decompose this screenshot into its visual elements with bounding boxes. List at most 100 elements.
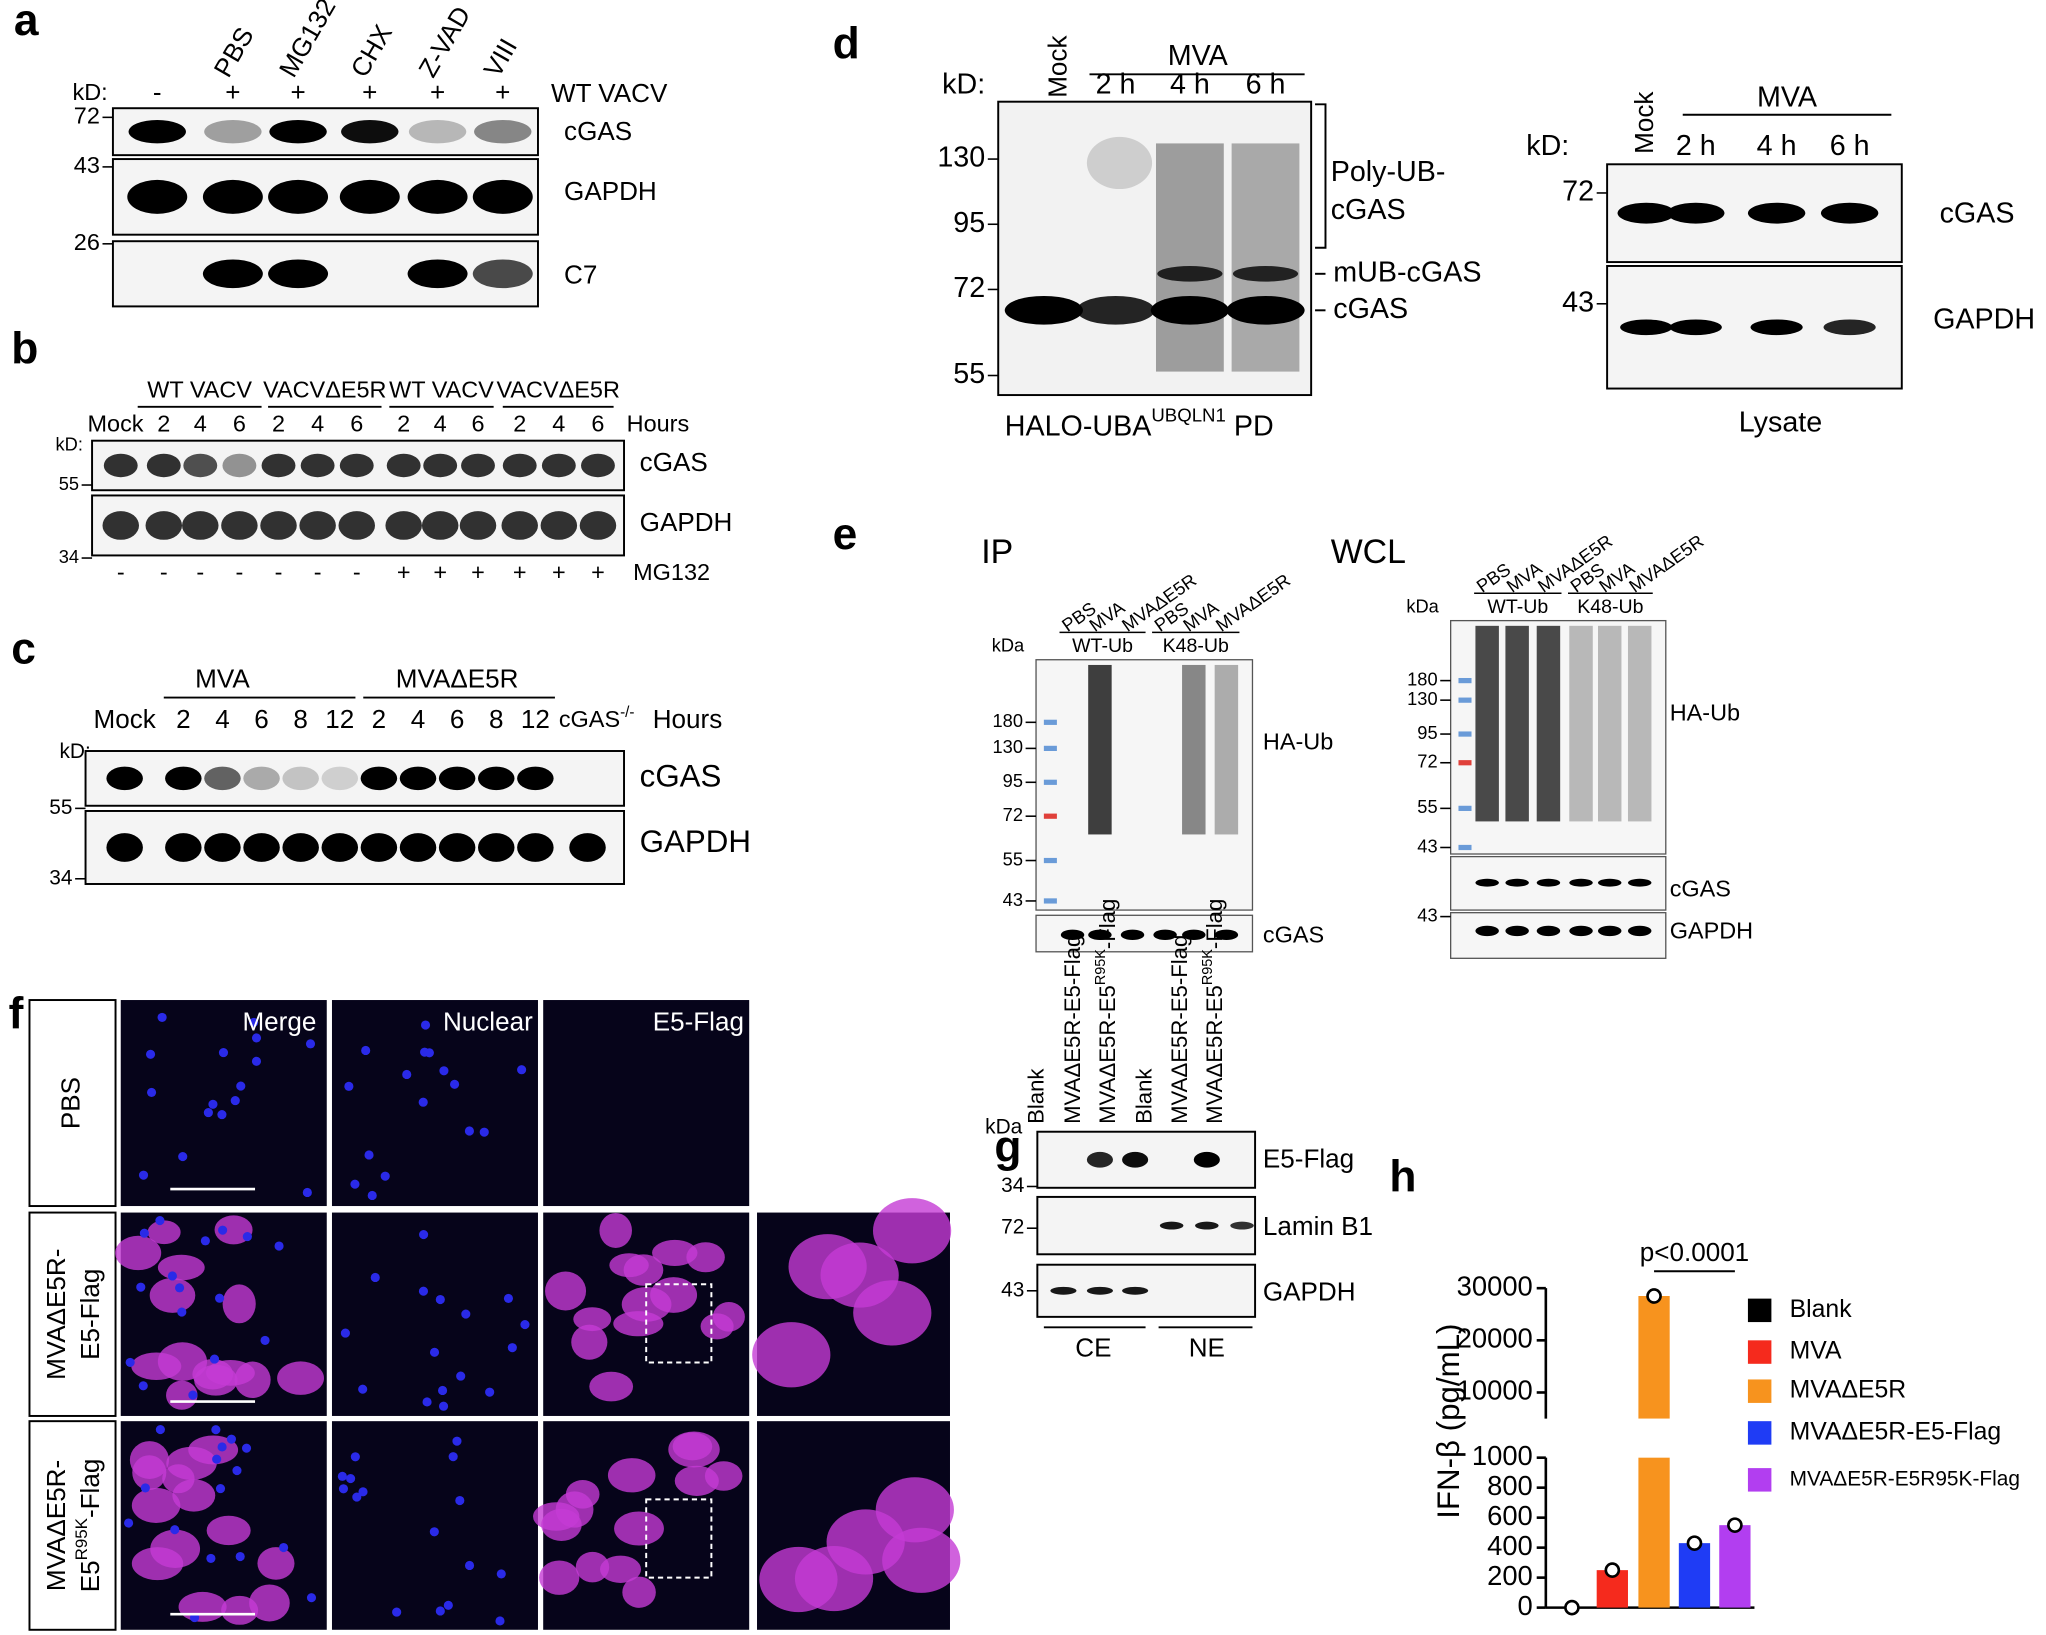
nucleus xyxy=(448,1452,458,1462)
band xyxy=(339,453,374,478)
label: 2 xyxy=(513,410,526,436)
label: MVAΔE5R xyxy=(1625,530,1707,596)
band xyxy=(579,511,617,540)
band xyxy=(1182,929,1206,941)
nucleus xyxy=(155,1215,165,1226)
marker-label: 34 xyxy=(59,546,79,567)
band xyxy=(1475,878,1499,887)
nucleus xyxy=(370,1272,380,1283)
bar xyxy=(1678,1543,1711,1608)
nucleus xyxy=(124,1518,134,1528)
label: GAPDH xyxy=(1670,917,1753,943)
label: 4 xyxy=(311,410,324,436)
lane-label: CHX xyxy=(345,19,398,82)
nucleus xyxy=(350,1452,360,1462)
label: - xyxy=(353,559,361,585)
band xyxy=(321,833,359,862)
band xyxy=(1150,295,1230,325)
band xyxy=(1505,878,1529,887)
nucleus xyxy=(175,1283,185,1293)
cell xyxy=(700,1313,734,1340)
legend-swatch xyxy=(1747,1379,1772,1403)
label: Mock xyxy=(1629,91,1659,154)
label: 8 xyxy=(293,704,308,734)
band xyxy=(1536,925,1561,937)
band xyxy=(221,511,258,540)
point xyxy=(1604,1562,1621,1578)
cell xyxy=(545,1271,587,1311)
label: WT VACV xyxy=(389,376,494,402)
label: C7 xyxy=(564,259,597,289)
nucleus xyxy=(352,1492,362,1502)
label: - xyxy=(275,559,283,585)
nucleus xyxy=(392,1607,402,1617)
panel-letter: c xyxy=(11,625,36,674)
nucleus xyxy=(208,1099,218,1109)
cell xyxy=(788,1234,867,1300)
band xyxy=(282,833,319,862)
nucleus xyxy=(346,1473,356,1484)
label: WCL xyxy=(1331,533,1406,571)
label: 4 xyxy=(552,410,565,436)
label-part: -Flag xyxy=(1202,899,1227,949)
label: kDa xyxy=(985,1115,1022,1138)
band xyxy=(1569,925,1593,937)
label: K48-Ub xyxy=(1163,635,1229,657)
band xyxy=(385,511,422,540)
band xyxy=(1193,1151,1220,1168)
lane-label: VIII xyxy=(478,33,524,82)
legend-swatch xyxy=(1747,1340,1772,1364)
band xyxy=(1475,925,1499,937)
band xyxy=(1823,319,1876,336)
nucleus xyxy=(188,1390,198,1400)
lane-label: + xyxy=(290,77,305,107)
nucleus xyxy=(212,1454,222,1464)
cell xyxy=(686,1242,725,1273)
nucleus xyxy=(226,1434,236,1444)
band xyxy=(165,833,202,862)
band xyxy=(438,766,476,791)
nucleus xyxy=(136,1282,146,1292)
nucleus xyxy=(215,1484,226,1494)
band xyxy=(102,511,140,540)
cell xyxy=(249,1584,290,1622)
nucleus xyxy=(422,1397,432,1407)
nucleus xyxy=(242,1232,252,1242)
label: MVAΔE5R-E5-Flag xyxy=(1060,935,1085,1124)
cell xyxy=(277,1361,324,1395)
band xyxy=(1750,319,1803,336)
band xyxy=(145,511,183,540)
marker-label: 43 xyxy=(1417,835,1437,856)
label: WT-Ub xyxy=(1487,596,1548,618)
nucleus xyxy=(177,1307,187,1317)
lane-label: + xyxy=(362,77,377,107)
panel-letter: e xyxy=(833,510,858,559)
cell xyxy=(575,1551,610,1583)
nucleus xyxy=(464,1560,475,1571)
label: 6 xyxy=(471,410,484,436)
cell xyxy=(573,1307,612,1332)
cell xyxy=(599,1212,632,1249)
band xyxy=(408,119,467,144)
band xyxy=(106,766,143,791)
nucleus xyxy=(367,1190,377,1201)
band xyxy=(407,179,468,214)
marker-label: 72 xyxy=(953,272,985,304)
band xyxy=(260,511,297,540)
cell xyxy=(221,1595,259,1625)
cell xyxy=(752,1322,831,1388)
band xyxy=(386,453,421,478)
label: kD: xyxy=(1526,130,1569,162)
label-part: PD xyxy=(1226,410,1274,442)
legend-swatch xyxy=(1747,1421,1772,1445)
band xyxy=(243,766,280,791)
marker-label: 130 xyxy=(937,142,985,174)
nucleus xyxy=(215,1293,225,1303)
label-part: R95K xyxy=(1093,949,1109,985)
band xyxy=(268,179,329,214)
band xyxy=(183,453,218,478)
nucleus xyxy=(178,1152,188,1162)
y-tick-label: 800 xyxy=(1487,1470,1533,1501)
label: CE xyxy=(1075,1332,1111,1362)
band xyxy=(1505,925,1529,937)
